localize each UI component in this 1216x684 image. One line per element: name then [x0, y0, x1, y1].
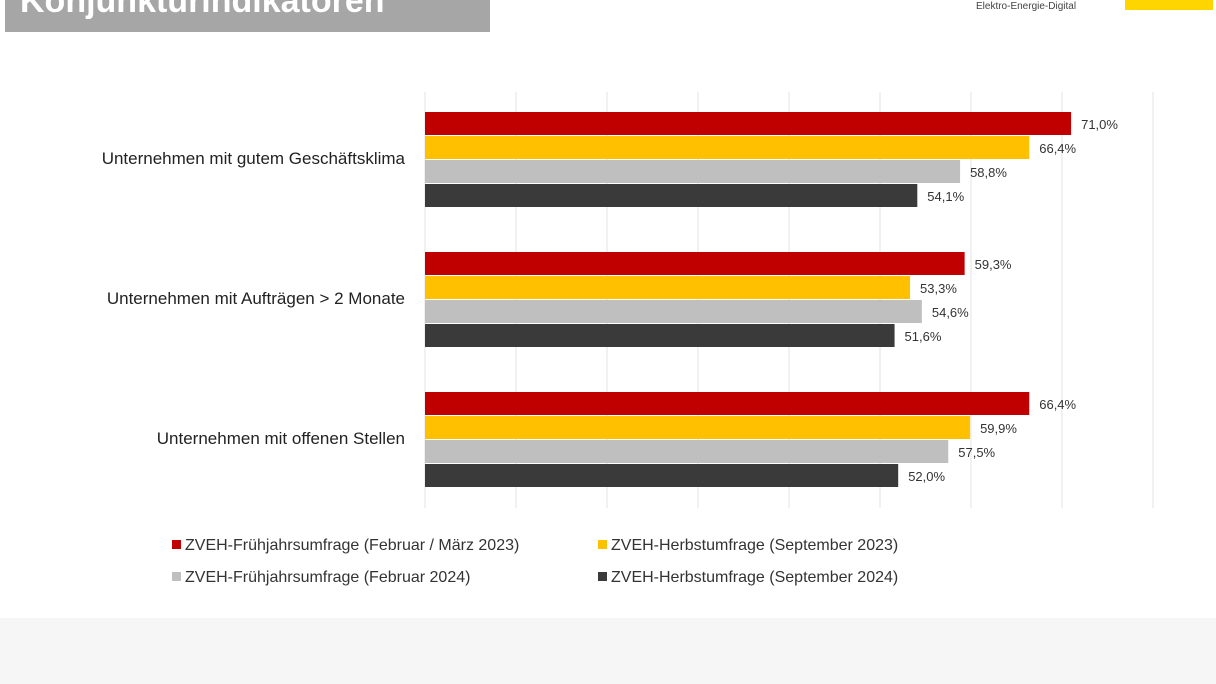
value-label: 52,0%	[908, 469, 945, 484]
bar	[425, 160, 961, 183]
bar	[425, 440, 949, 463]
title-box	[5, 0, 490, 32]
y-tick-label: Unternehmen mit Aufträgen > 2 Monate	[107, 289, 405, 308]
value-label: 54,6%	[932, 305, 969, 320]
value-label: 66,4%	[1039, 141, 1076, 156]
bar	[425, 184, 918, 207]
footer-band	[0, 618, 1216, 684]
bar	[425, 112, 1072, 135]
value-label: 59,3%	[975, 257, 1012, 272]
tagline: Elektro-Energie-Digital	[976, 1, 1076, 12]
value-label: 66,4%	[1039, 397, 1076, 412]
bar	[425, 464, 899, 487]
value-label: 53,3%	[920, 281, 957, 296]
value-label: 54,1%	[927, 189, 964, 204]
legend-label: ZVEH-Herbstumfrage (September 2024)	[611, 569, 898, 586]
value-label: 71,0%	[1081, 117, 1118, 132]
value-label: 51,6%	[905, 329, 942, 344]
legend-swatch	[598, 572, 607, 581]
bar	[425, 300, 922, 323]
value-label: 57,5%	[958, 445, 995, 460]
legend-swatch	[598, 540, 607, 549]
value-label: 59,9%	[980, 421, 1017, 436]
legend-swatch	[172, 540, 181, 549]
bar	[425, 136, 1030, 159]
bar	[425, 252, 965, 275]
logo-bar	[1125, 0, 1213, 10]
legend-label: ZVEH-Frühjahrsumfrage (Februar / März 20…	[185, 537, 519, 554]
legend-label: ZVEH-Herbstumfrage (September 2023)	[611, 537, 898, 554]
bar	[425, 392, 1030, 415]
legend-label: ZVEH-Frühjahrsumfrage (Februar 2024)	[185, 569, 470, 586]
bar	[425, 324, 895, 347]
slide-title: Konjunkturindikatoren	[20, 0, 385, 20]
bar	[425, 276, 911, 299]
y-tick-label: Unternehmen mit gutem Geschäftsklima	[102, 149, 406, 168]
legend-swatch	[172, 572, 181, 581]
y-tick-label: Unternehmen mit offenen Stellen	[157, 429, 405, 448]
value-label: 58,8%	[970, 165, 1007, 180]
bar	[425, 416, 971, 439]
